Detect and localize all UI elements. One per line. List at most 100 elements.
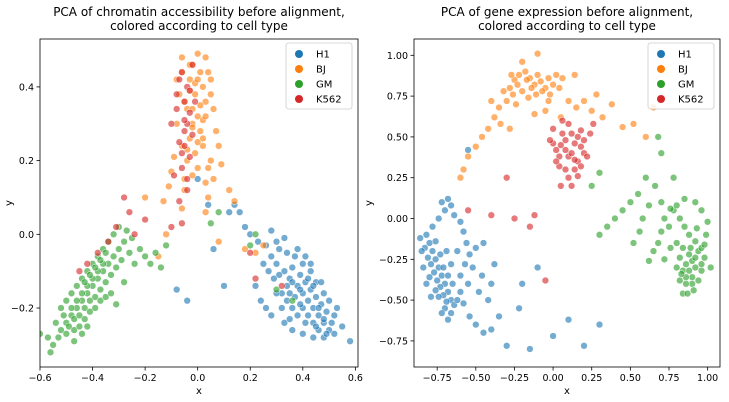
data-point-gm <box>657 227 665 236</box>
data-point-h1 <box>461 260 469 268</box>
data-point-h1 <box>333 304 341 312</box>
data-point-bj <box>186 75 194 84</box>
data-point-gm <box>654 239 662 247</box>
data-point-h1 <box>439 263 448 272</box>
data-point-gm <box>657 149 665 157</box>
data-point-gm <box>73 297 81 305</box>
data-point-gm <box>685 267 693 275</box>
data-point-bj <box>207 156 215 165</box>
data-point-gm <box>83 322 91 331</box>
data-point-gm <box>673 201 681 210</box>
data-point-k562 <box>186 153 194 161</box>
data-point-h1 <box>257 297 265 305</box>
data-point-h1 <box>346 337 354 345</box>
data-point-k562 <box>571 156 579 164</box>
data-point-gm <box>651 182 659 190</box>
data-point-bj <box>199 83 207 91</box>
data-point-gm <box>70 315 78 323</box>
data-point-h1 <box>447 260 455 268</box>
data-point-gm <box>272 285 281 294</box>
x-tick-label: 0.50 <box>620 373 641 384</box>
data-point-k562 <box>577 143 585 151</box>
data-point-bj <box>521 67 529 76</box>
data-point-bj <box>207 75 215 84</box>
data-point-gm <box>685 231 693 239</box>
data-point-bj <box>546 90 554 99</box>
data-point-h1 <box>433 276 441 285</box>
data-point-gm <box>635 227 644 236</box>
legend-label-k562: K562 <box>316 95 342 106</box>
data-point-h1 <box>183 297 191 305</box>
data-point-k562 <box>541 276 550 285</box>
data-point-gm <box>81 278 89 286</box>
data-point-k562 <box>104 238 112 246</box>
data-point-bj <box>204 164 212 172</box>
data-point-gm <box>81 315 89 323</box>
data-point-h1 <box>447 309 455 317</box>
x-tick-label: 0.2 <box>243 373 258 384</box>
legend-marker-bj <box>295 65 303 73</box>
data-point-k562 <box>141 215 149 224</box>
data-point-h1 <box>320 315 328 323</box>
x-tick-label: 0.00 <box>543 373 564 384</box>
data-point-k562 <box>561 146 570 154</box>
data-point-gm <box>665 223 673 231</box>
data-point-h1 <box>322 308 331 316</box>
data-point-bj <box>523 76 531 84</box>
data-point-gm <box>673 263 681 272</box>
data-point-gm <box>96 256 105 264</box>
data-point-bj <box>549 81 557 89</box>
data-point-bj <box>509 90 517 99</box>
data-point-gm <box>676 214 684 223</box>
data-point-bj <box>484 125 492 133</box>
data-point-gm <box>677 270 686 278</box>
data-point-bj <box>201 98 210 106</box>
data-point-bj <box>188 123 197 132</box>
data-point-k562 <box>173 105 181 113</box>
data-point-bj <box>459 165 468 174</box>
data-point-bj <box>580 97 588 105</box>
data-point-h1 <box>317 278 325 286</box>
data-point-bj <box>217 160 225 168</box>
data-point-k562 <box>577 126 585 135</box>
y-tick-label: −0.75 <box>379 336 408 347</box>
data-point-h1 <box>270 274 278 283</box>
data-point-h1 <box>487 325 495 334</box>
data-point-h1 <box>419 263 427 272</box>
data-point-bj <box>552 71 560 79</box>
data-point-gm <box>52 319 60 327</box>
data-point-k562 <box>94 249 102 257</box>
data-point-bj <box>530 110 539 118</box>
data-point-h1 <box>549 332 557 340</box>
data-point-bj <box>194 112 202 121</box>
legend-label-gm: GM <box>316 80 332 91</box>
data-point-h1 <box>431 286 440 294</box>
data-point-bj <box>629 120 638 128</box>
data-point-k562 <box>178 68 186 76</box>
data-point-h1 <box>444 195 452 203</box>
data-point-h1 <box>459 299 468 308</box>
data-point-h1 <box>280 234 289 242</box>
data-point-h1 <box>241 223 249 231</box>
data-point-k562 <box>186 109 194 117</box>
data-point-gm <box>669 174 678 182</box>
data-point-bj <box>162 230 170 238</box>
data-point-gm <box>588 182 596 190</box>
data-point-h1 <box>472 244 480 252</box>
legend-marker-k562 <box>657 95 665 103</box>
data-point-k562 <box>178 219 186 227</box>
legend: H1 BJ GM K562 <box>647 42 715 110</box>
data-point-gm <box>91 263 99 272</box>
data-point-h1 <box>278 304 286 312</box>
y-tick-label: 0.25 <box>387 173 408 184</box>
data-point-k562 <box>530 211 539 219</box>
data-point-h1 <box>267 252 275 261</box>
data-point-h1 <box>328 319 336 327</box>
data-point-k562 <box>577 162 585 170</box>
legend-label-bj: BJ <box>316 65 326 76</box>
data-point-h1 <box>456 218 465 226</box>
data-point-gm <box>91 304 99 312</box>
data-point-h1 <box>438 309 446 317</box>
x-tick-label: 0.0 <box>190 373 205 384</box>
data-point-gm <box>690 286 698 294</box>
